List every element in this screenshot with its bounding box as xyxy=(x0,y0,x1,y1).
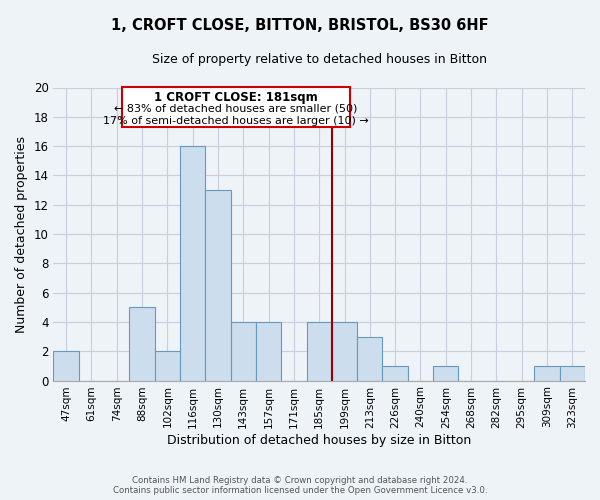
Bar xyxy=(332,322,357,380)
FancyBboxPatch shape xyxy=(122,87,350,127)
Bar xyxy=(357,336,382,380)
Bar xyxy=(256,322,281,380)
Text: 1 CROFT CLOSE: 181sqm: 1 CROFT CLOSE: 181sqm xyxy=(154,91,317,104)
Bar xyxy=(307,322,332,380)
Title: Size of property relative to detached houses in Bitton: Size of property relative to detached ho… xyxy=(152,52,487,66)
Y-axis label: Number of detached properties: Number of detached properties xyxy=(15,136,28,332)
Text: Contains HM Land Registry data © Crown copyright and database right 2024.
Contai: Contains HM Land Registry data © Crown c… xyxy=(113,476,487,495)
Bar xyxy=(535,366,560,380)
Bar xyxy=(180,146,205,380)
Bar xyxy=(53,352,79,380)
Bar xyxy=(230,322,256,380)
Text: ← 83% of detached houses are smaller (50): ← 83% of detached houses are smaller (50… xyxy=(114,104,358,114)
Text: 1, CROFT CLOSE, BITTON, BRISTOL, BS30 6HF: 1, CROFT CLOSE, BITTON, BRISTOL, BS30 6H… xyxy=(111,18,489,32)
Bar xyxy=(560,366,585,380)
X-axis label: Distribution of detached houses by size in Bitton: Distribution of detached houses by size … xyxy=(167,434,472,448)
Bar xyxy=(205,190,230,380)
Text: 17% of semi-detached houses are larger (10) →: 17% of semi-detached houses are larger (… xyxy=(103,116,368,126)
Bar xyxy=(130,308,155,380)
Bar xyxy=(382,366,408,380)
Bar xyxy=(155,352,180,380)
Bar xyxy=(433,366,458,380)
